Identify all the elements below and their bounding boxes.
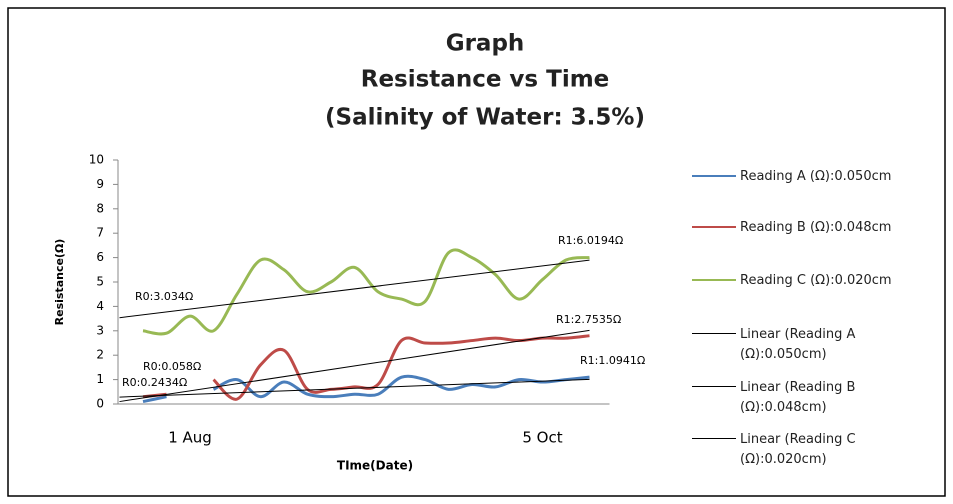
data-line: [142, 395, 167, 404]
chart-title: Graph: [446, 31, 525, 57]
data-line: [142, 248, 590, 336]
legend-swatch: [692, 279, 736, 281]
y-tick-label: 7: [96, 226, 104, 240]
annotation: R1:2.7535Ω: [556, 313, 621, 326]
chart-title: (Salinity of Water: 3.5%): [325, 105, 645, 131]
chart-title: Resistance vs Time: [361, 67, 610, 93]
data-line: [212, 374, 590, 399]
trend-line: [119, 329, 590, 403]
legend-swatch: [692, 438, 736, 439]
y-axis-label: Resistance(Ω): [53, 239, 66, 326]
annotation: R0:0.2434Ω: [122, 376, 187, 389]
trend-line: [119, 378, 590, 398]
chart-border: [7, 7, 946, 497]
y-tick-label: 3: [96, 323, 104, 337]
legend-label: Linear (Reading C (Ω):0.020cm): [740, 432, 856, 467]
y-tick-label: 2: [96, 348, 104, 362]
x-tick-label: 1 Aug: [168, 429, 212, 447]
y-tick-label: 0: [96, 397, 104, 411]
legend-swatch: [692, 226, 736, 228]
annotation: R1:1.0941Ω: [580, 354, 645, 367]
legend-swatch: [692, 386, 736, 387]
legend-swatch: [692, 175, 736, 177]
y-tick-label: 8: [96, 201, 104, 215]
trend-line: [119, 259, 590, 319]
annotation: R1:6.0194Ω: [558, 234, 623, 247]
x-tick-label: 5 Oct: [522, 429, 562, 447]
legend-label: Reading C (Ω):0.020cm: [740, 273, 892, 288]
legend-label: Linear (Reading B (Ω):0.048cm): [740, 380, 856, 415]
x-axis-label: TIme(Date): [337, 459, 413, 473]
legend-swatch: [692, 333, 736, 334]
legend-label: Reading A (Ω):0.050cm: [740, 169, 892, 184]
legend-label: Reading B (Ω):0.048cm: [740, 220, 892, 235]
annotation: R0:0.058Ω: [143, 360, 201, 373]
y-tick-label: 1: [96, 372, 104, 386]
y-tick-label: 9: [96, 177, 104, 191]
y-tick-label: 4: [96, 299, 104, 313]
y-tick-label: 10: [89, 153, 104, 167]
legend-label: Linear (Reading A (Ω):0.050cm): [740, 327, 856, 362]
y-tick-label: 6: [96, 250, 104, 264]
annotation: R0:3.034Ω: [135, 290, 193, 303]
y-tick-label: 5: [96, 275, 104, 289]
